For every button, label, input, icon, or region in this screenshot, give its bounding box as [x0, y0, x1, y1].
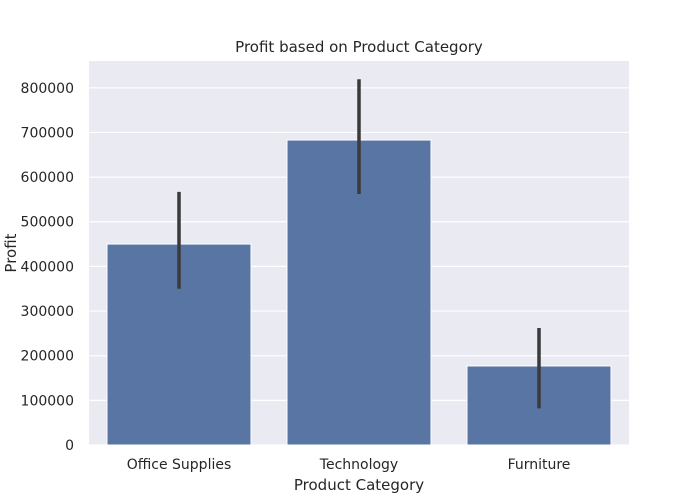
y-tick-label: 0: [65, 438, 74, 454]
y-axis-label: Profit: [2, 233, 20, 272]
y-tick-label: 300000: [21, 304, 74, 320]
y-tick-label: 800000: [21, 81, 74, 97]
x-axis-label: Product Category: [294, 476, 424, 494]
y-tick-label: 400000: [21, 259, 74, 275]
y-tick-label: 700000: [21, 125, 74, 141]
y-tick-label: 200000: [21, 349, 74, 365]
x-tick-label: Technology: [319, 457, 398, 473]
x-tick-label: Office Supplies: [127, 457, 232, 473]
y-tick-label: 600000: [21, 170, 74, 186]
x-axis-ticks: Office Supplies Technology Furniture: [127, 457, 571, 473]
y-axis-ticks: 0 100000 200000 300000 400000 500000 600000 700…: [21, 81, 74, 454]
chart-title: Profit based on Product Category: [235, 38, 483, 56]
y-tick-label: 100000: [21, 393, 74, 409]
x-tick-label: Furniture: [508, 457, 571, 473]
y-tick-label: 500000: [21, 215, 74, 231]
